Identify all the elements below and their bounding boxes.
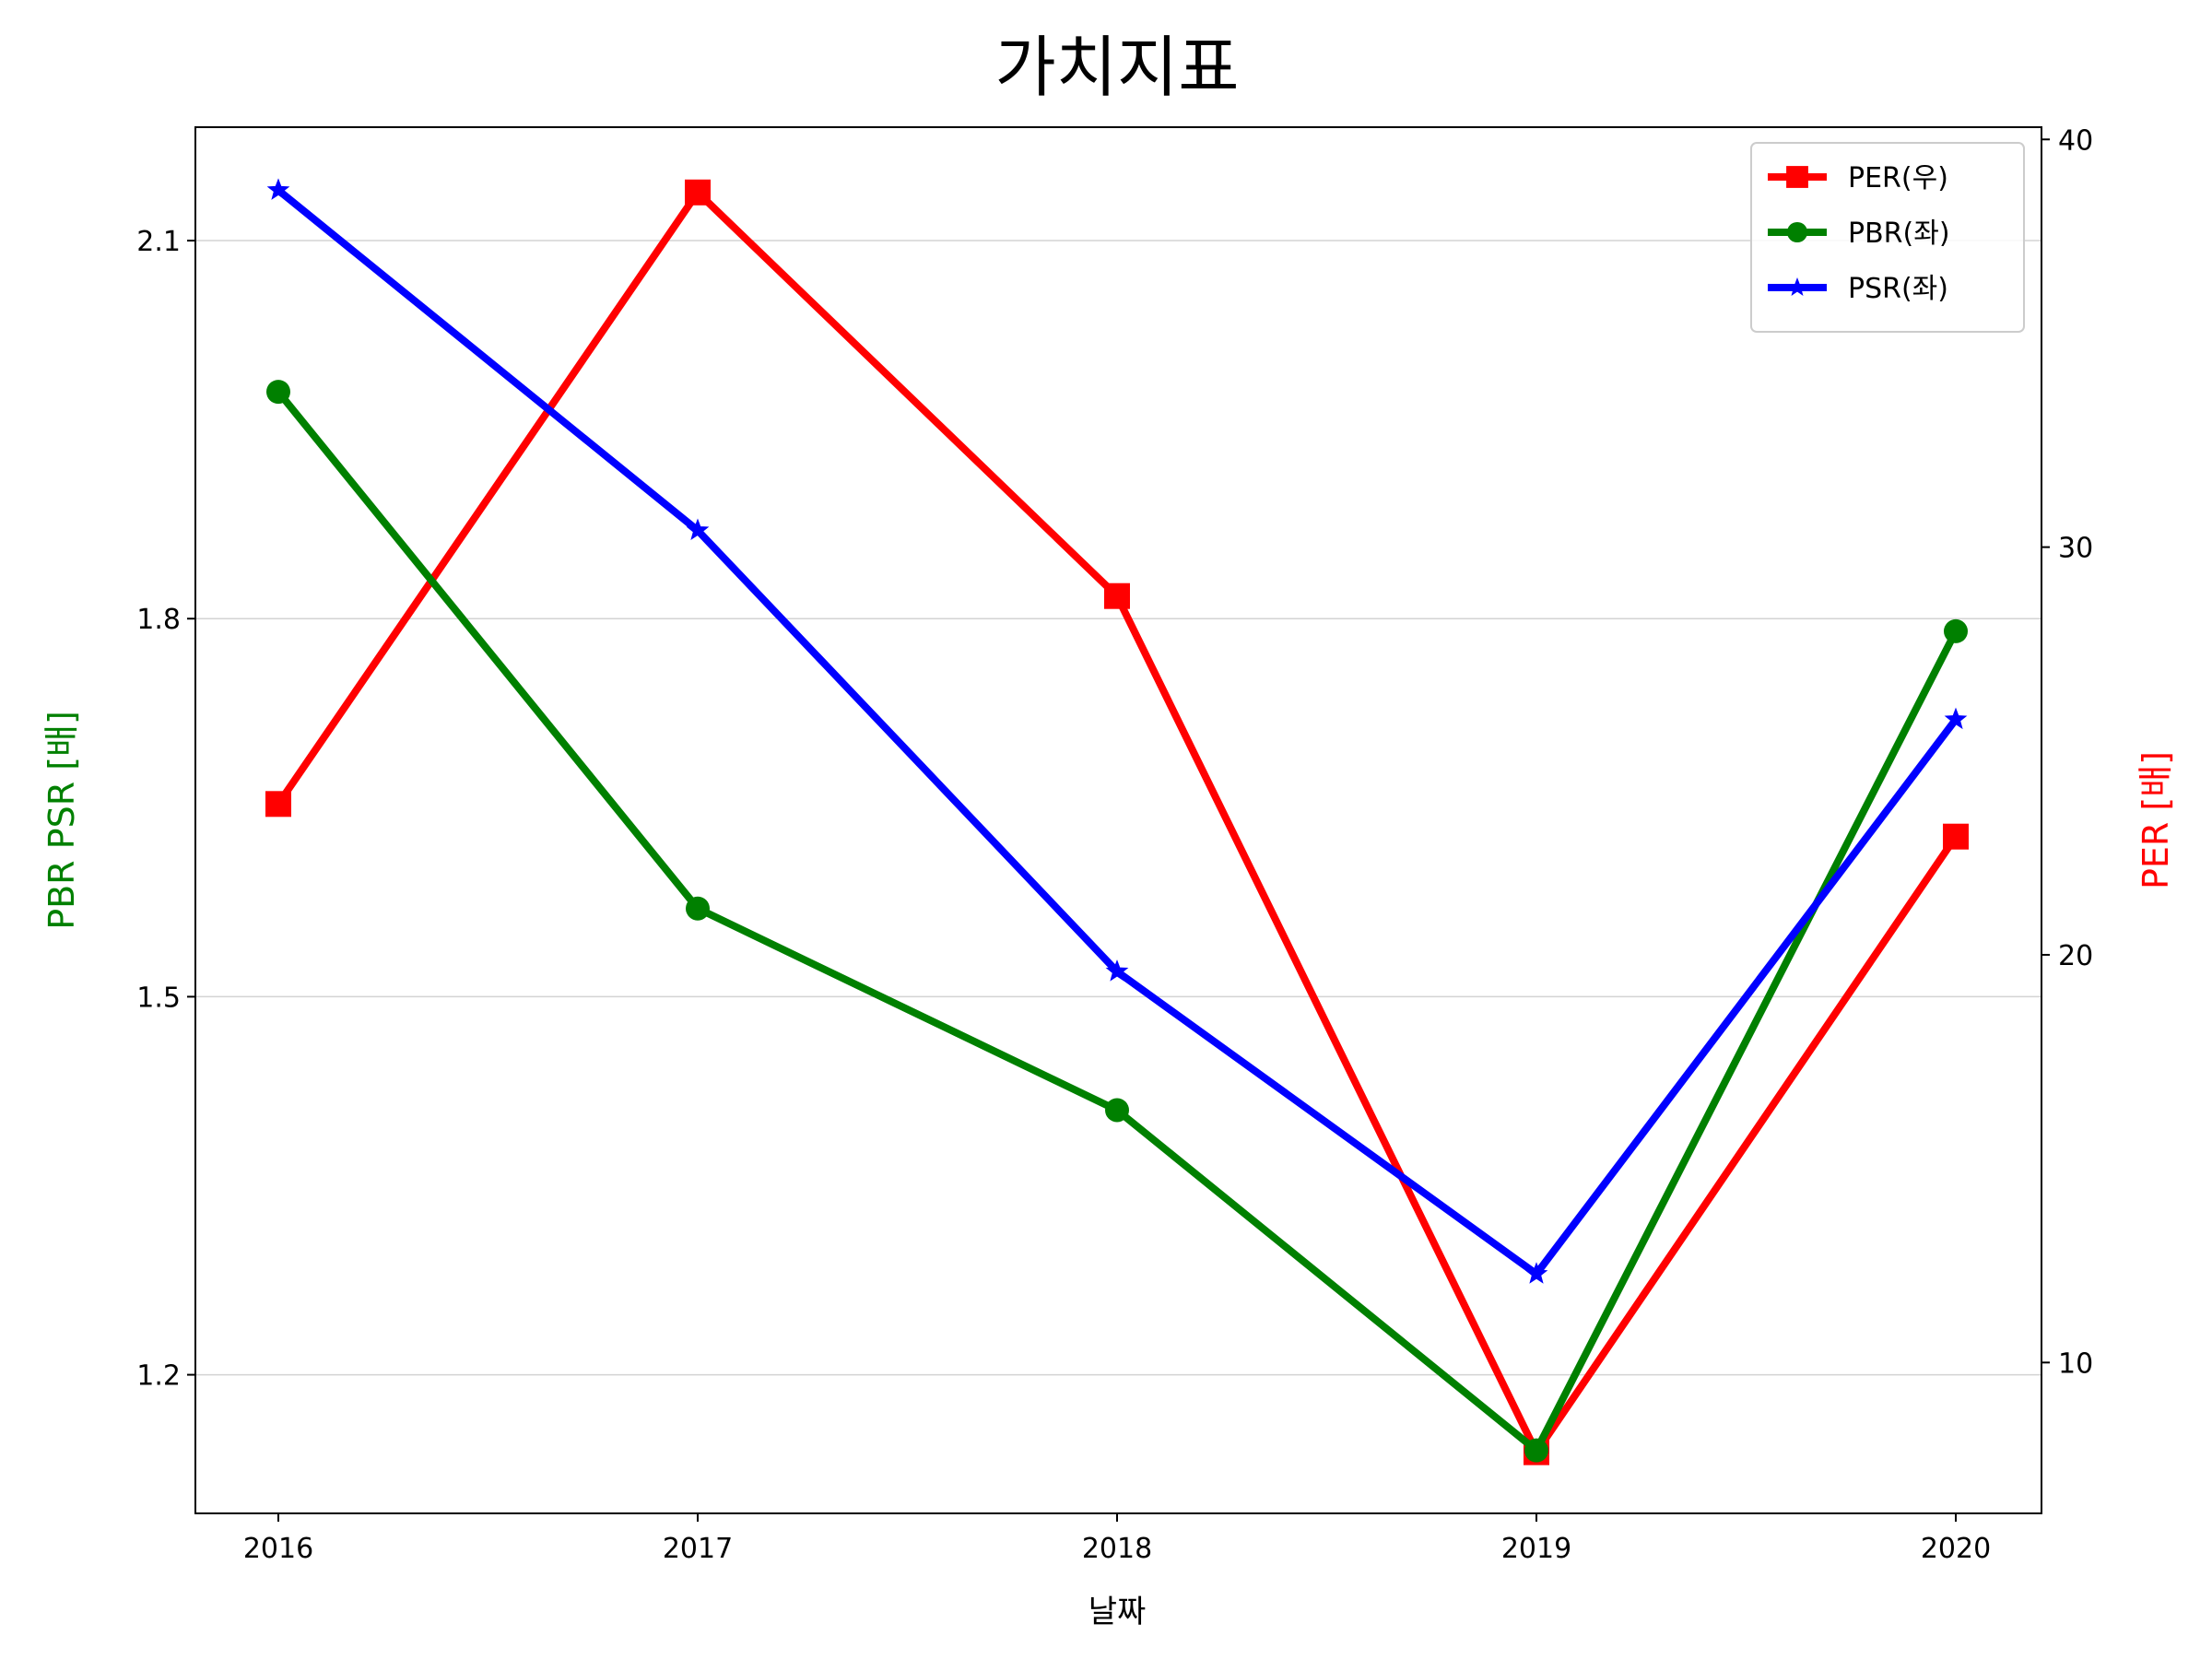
data-point-marker: [265, 791, 291, 818]
right-tick-label: 20: [2058, 940, 2093, 972]
x-tick-label: 2020: [1921, 1533, 1991, 1565]
axis-ticks: 1.2 1.5 1.8 2.1 10 20 30 40 2016 2017 2018 2019 2020: [136, 124, 2093, 1565]
legend-label: PSR(좌): [1848, 273, 1948, 305]
grid-lines: [195, 240, 2041, 1376]
x-tick-label: 2018: [1082, 1533, 1152, 1565]
data-point-marker: [1104, 582, 1130, 609]
data-point-marker: [266, 178, 290, 200]
legend-label: PBR(좌): [1848, 218, 1950, 250]
legend: PER(우) PBR(좌) PSR(좌): [1750, 142, 2025, 333]
data-point-marker: [1524, 1438, 1548, 1463]
data-point-marker: [1105, 1098, 1129, 1123]
data-point-marker: [685, 179, 711, 206]
series-PBR(좌): [266, 380, 1968, 1463]
left-tick-label: 1.2: [136, 1360, 181, 1393]
series-layer: [265, 178, 1969, 1465]
data-point-marker: [1944, 618, 1968, 643]
series-line: [275, 188, 1959, 1456]
legend-entry: PSR(좌): [1768, 273, 1948, 305]
data-point-marker: [686, 518, 710, 541]
data-point-marker: [1105, 959, 1129, 982]
x-tick-label: 2017: [663, 1533, 733, 1565]
x-tick-label: 2019: [1501, 1533, 1571, 1565]
data-point-marker: [266, 380, 290, 405]
data-point-marker: [1524, 1262, 1548, 1284]
chart-title: 가치지표: [995, 29, 1240, 106]
legend-swatch-marker: [1786, 221, 1808, 243]
legend-entry: PER(우): [1768, 162, 1948, 194]
legend-swatch-marker: [1787, 276, 1807, 296]
series-PSR(좌): [266, 178, 1968, 1284]
right-tick-label: 40: [2058, 124, 2093, 157]
right-tick-label: 30: [2058, 533, 2093, 565]
data-point-marker: [1944, 707, 1968, 730]
left-tick-label: 2.1: [136, 226, 181, 258]
right-y-axis-label: PER [배]: [2136, 751, 2176, 889]
right-tick-label: 10: [2058, 1347, 2093, 1380]
plot-frame: [194, 126, 2042, 1514]
data-point-marker: [1943, 823, 1969, 850]
data-point-marker: [686, 896, 710, 921]
x-tick-label: 2016: [243, 1533, 313, 1565]
legend-entry: PBR(좌): [1768, 218, 1950, 250]
legend-swatch-marker: [1786, 166, 1808, 188]
left-tick-label: 1.5: [136, 982, 181, 1014]
left-y-axis-label: PBR PSR [배]: [41, 711, 82, 930]
legend-label: PER(우): [1848, 162, 1948, 194]
series-line: [275, 389, 1959, 1454]
left-tick-label: 1.8: [136, 604, 181, 636]
series-PER(우): [265, 179, 1969, 1465]
x-axis-label: 날짜: [1088, 1594, 1147, 1630]
